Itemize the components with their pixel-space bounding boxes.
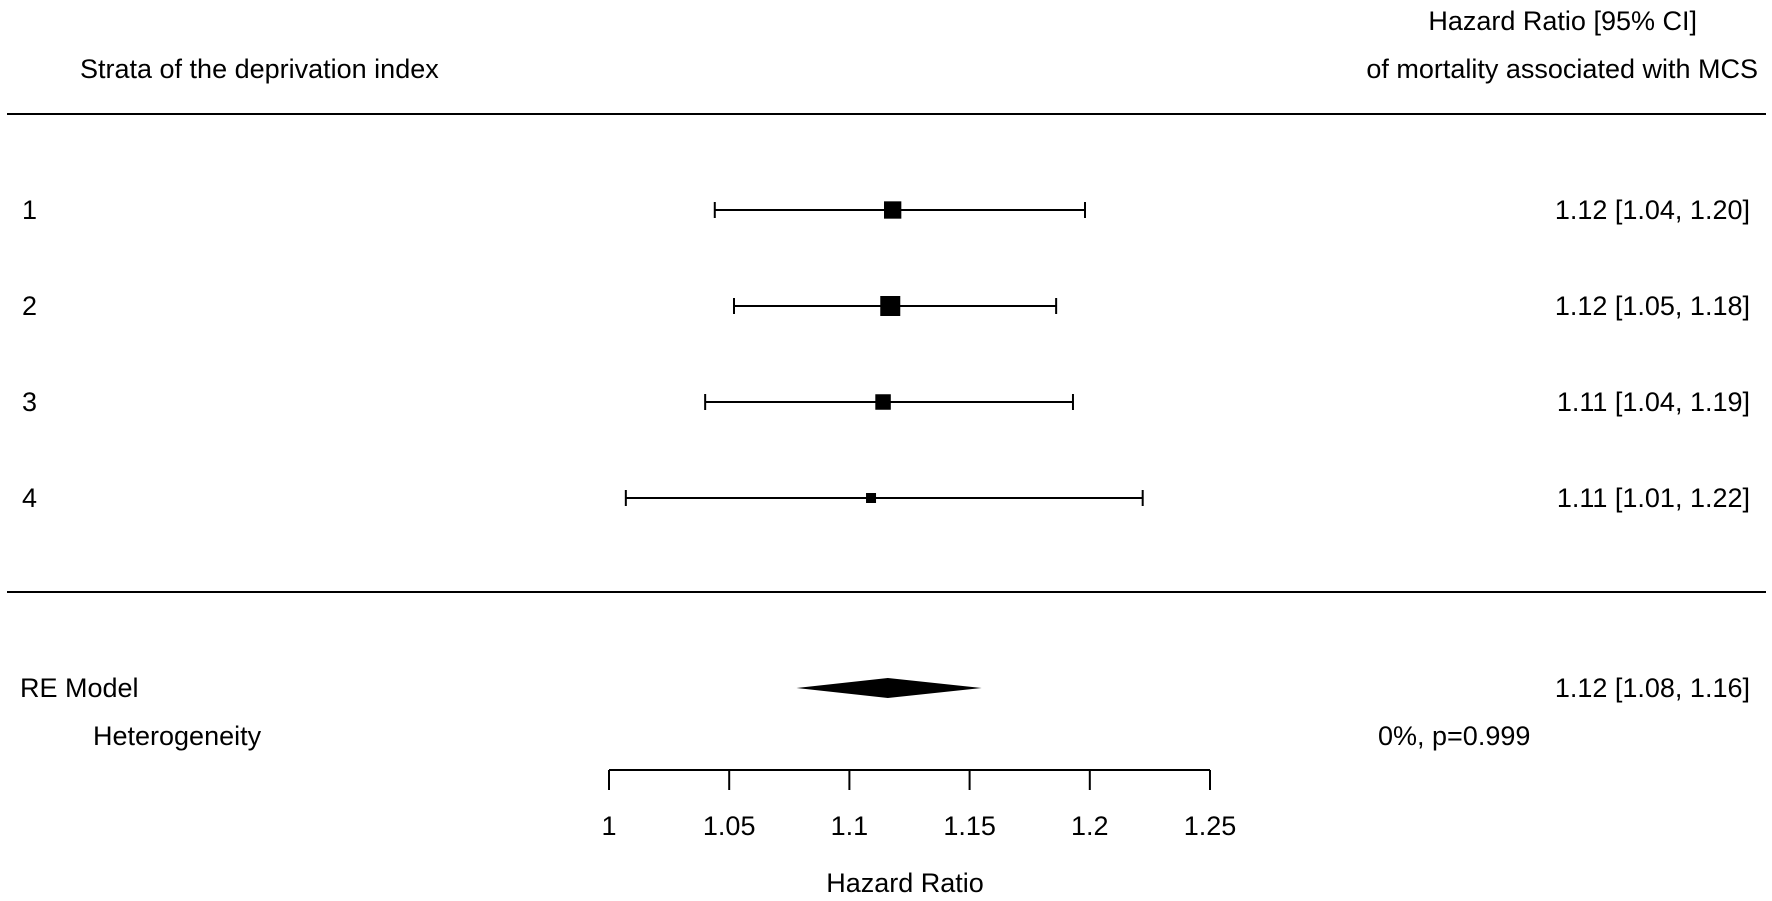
study-label: 4 — [22, 483, 37, 513]
x-tick-label: 1.15 — [943, 811, 996, 841]
estimate-marker — [875, 394, 891, 410]
study-row: 2 1.12 [1.05, 1.18] — [22, 291, 1750, 321]
heterogeneity-value: 0%, p=0.999 — [1378, 721, 1530, 751]
header-right-line2: of mortality associated with MCS — [1366, 54, 1758, 84]
x-tick-label: 1 — [601, 811, 616, 841]
heterogeneity-label: Heterogeneity — [93, 721, 262, 751]
x-tick-label: 1.25 — [1184, 811, 1237, 841]
estimate-marker — [880, 296, 901, 316]
x-axis-label: Hazard Ratio — [826, 868, 984, 898]
estimate-marker — [866, 493, 877, 503]
study-label: 3 — [22, 387, 37, 417]
summary-label: RE Model — [20, 673, 139, 703]
study-label: 2 — [22, 291, 37, 321]
study-label: 1 — [22, 195, 37, 225]
study-ci-text: 1.12 [1.04, 1.20] — [1555, 195, 1750, 225]
study-row: 4 1.11 [1.01, 1.22] — [22, 483, 1750, 513]
estimate-marker — [884, 201, 902, 219]
x-tick-label: 1.05 — [703, 811, 756, 841]
study-row: 1 1.12 [1.04, 1.20] — [22, 195, 1750, 225]
study-ci-text: 1.11 [1.04, 1.19] — [1557, 387, 1750, 417]
summary-diamond — [796, 678, 982, 698]
study-ci-text: 1.12 [1.05, 1.18] — [1555, 291, 1750, 321]
study-row: 3 1.11 [1.04, 1.19] — [22, 387, 1750, 417]
x-tick-label: 1.2 — [1071, 811, 1109, 841]
x-axis: 1 1.05 1.1 1.15 1.2 1.25 — [601, 769, 1237, 841]
summary-ci-text: 1.12 [1.08, 1.16] — [1555, 673, 1750, 703]
header-left: Strata of the deprivation index — [80, 54, 439, 84]
study-ci-text: 1.11 [1.01, 1.22] — [1557, 483, 1750, 513]
x-tick-label: 1.1 — [831, 811, 869, 841]
header-right-line1: Hazard Ratio [95% CI] — [1428, 6, 1697, 36]
